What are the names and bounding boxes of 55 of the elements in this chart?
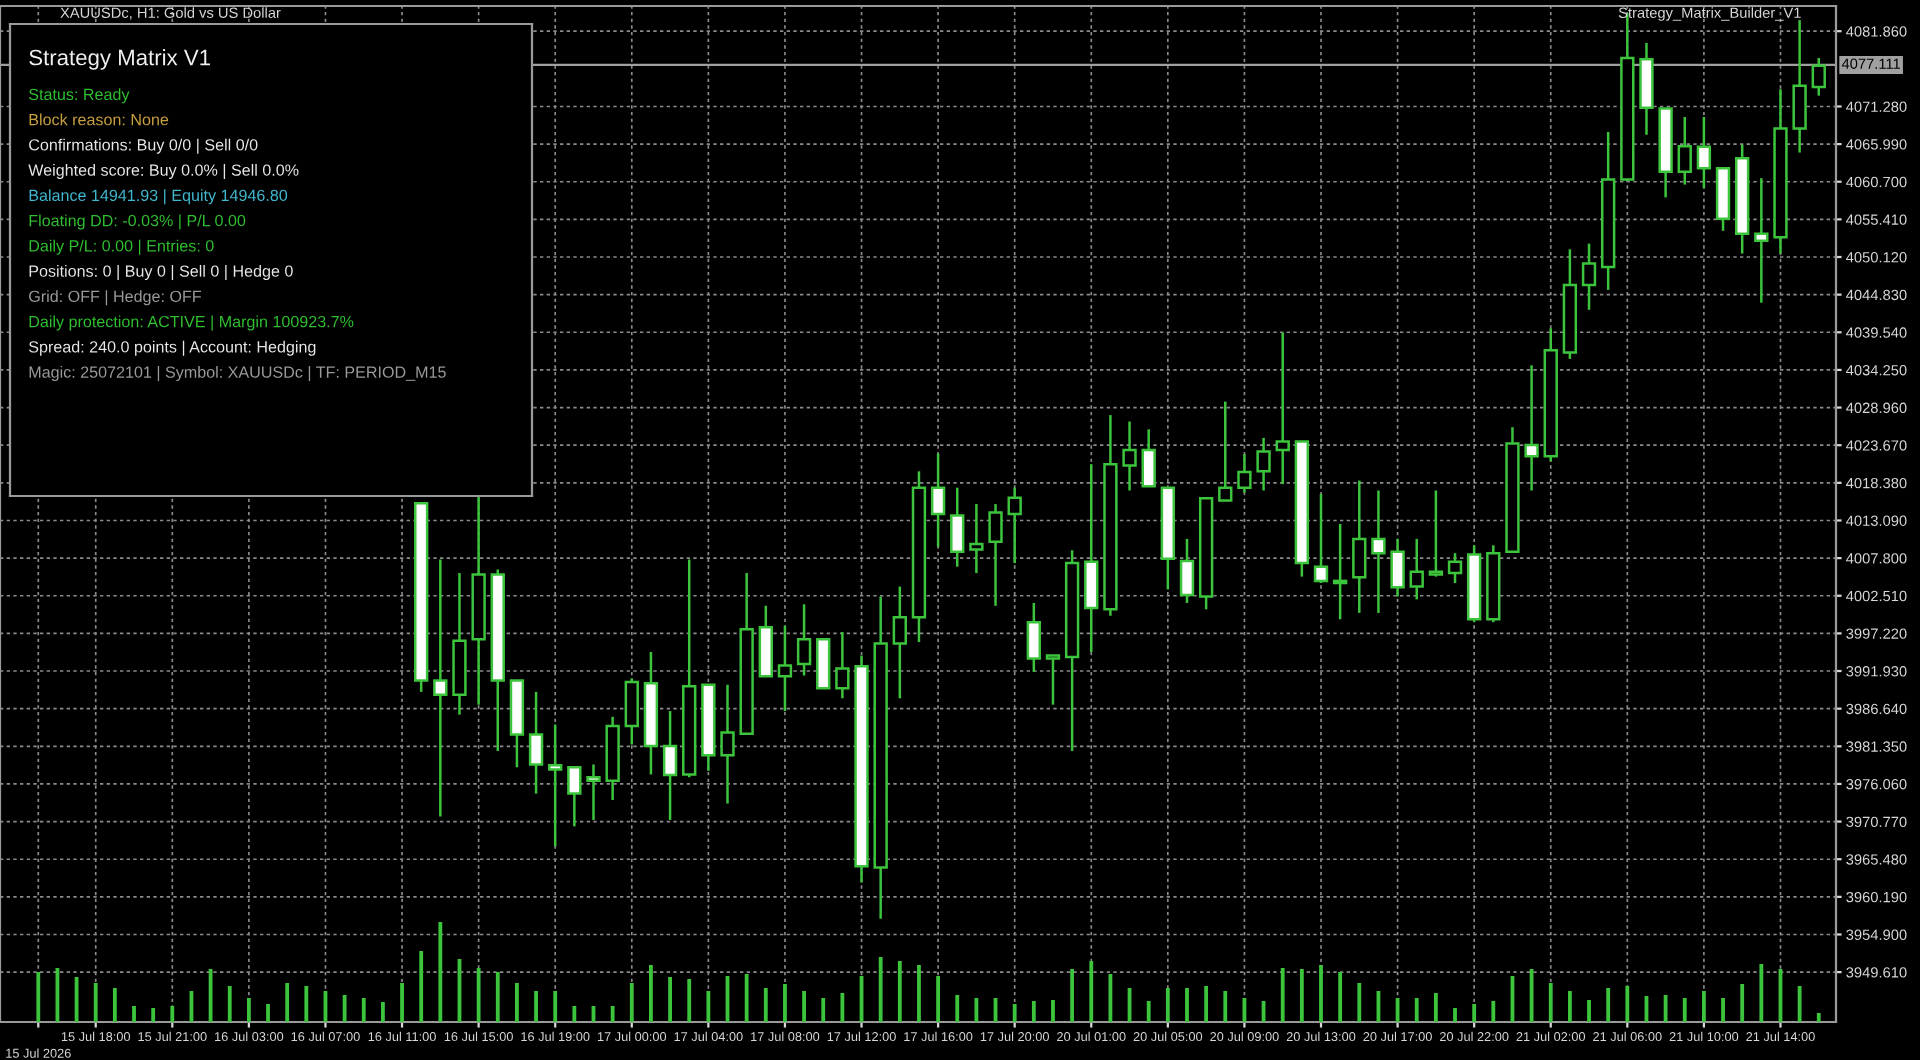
annotation: Floating DD: -0.03% | P/L 0.00 bbox=[29, 214, 246, 230]
candlestick bbox=[1677, 115, 1692, 186]
annotation: Balance 14941.93 | Equity 14946.80 bbox=[29, 189, 288, 205]
candlestick bbox=[1371, 489, 1386, 615]
candlestick bbox=[1218, 400, 1233, 502]
candlestick bbox=[624, 677, 639, 746]
candlestick bbox=[586, 763, 601, 822]
candlestick bbox=[1390, 537, 1405, 598]
candlestick bbox=[930, 452, 946, 548]
annotation: Spread: 240.0 points | Account: Hedging bbox=[29, 340, 316, 356]
candlestick bbox=[1237, 452, 1252, 494]
annotation: Block reason: None bbox=[29, 113, 169, 126]
annotation: Magic: 25072101 | Symbol: XAUUSDc | TF: PERIOD_M15 bbox=[29, 365, 446, 382]
candlestick bbox=[796, 603, 812, 677]
candlestick bbox=[528, 690, 544, 795]
candlestick bbox=[1141, 428, 1156, 488]
annotation: Daily P/L: 0.00 | Entries: 0 bbox=[29, 239, 214, 255]
candlestick bbox=[548, 723, 563, 848]
candlestick bbox=[1352, 479, 1367, 615]
candlestick bbox=[433, 558, 448, 818]
candlestick bbox=[1428, 489, 1444, 578]
candlestick bbox=[1524, 364, 1539, 492]
candlestick bbox=[892, 585, 907, 700]
candlestick bbox=[1045, 654, 1061, 706]
annotation: Status: Ready bbox=[29, 88, 130, 104]
annotation: Weighted score: Buy 0.0% | Sell 0.0% bbox=[28, 163, 299, 180]
candlestick bbox=[835, 630, 850, 700]
candlestick bbox=[1084, 462, 1099, 654]
candlestick bbox=[1313, 492, 1329, 585]
candlestick bbox=[1256, 436, 1271, 492]
candlestick bbox=[1696, 115, 1712, 190]
annotation: Daily protection: ACTIVE | Margin 100923.7% bbox=[29, 315, 354, 331]
candlestick bbox=[720, 683, 735, 805]
annotation: Grid: OFF | Hedge: OFF bbox=[29, 290, 202, 306]
candlestick bbox=[777, 624, 793, 713]
candlestick bbox=[1122, 420, 1137, 492]
annotation: Positions: 0 | Buy 0 | Sell 0 | Hedge 0 bbox=[29, 264, 293, 281]
candlestick bbox=[1792, 18, 1807, 154]
candlestick bbox=[1447, 551, 1463, 585]
candlestick bbox=[1007, 486, 1022, 565]
candlestick bbox=[1332, 522, 1348, 621]
candlestick bbox=[1811, 56, 1826, 97]
candlestick bbox=[567, 766, 582, 828]
candlestick bbox=[1275, 331, 1290, 486]
candlestick bbox=[1026, 601, 1042, 674]
candlestick bbox=[1179, 537, 1195, 605]
candlestick bbox=[1754, 176, 1769, 304]
candlestick bbox=[988, 502, 1003, 608]
annotation: Confirmations: Buy 0/0 | Sell 0/0 bbox=[29, 138, 258, 154]
candlestick bbox=[969, 502, 984, 575]
text: Strategy Matrix V1 bbox=[29, 49, 210, 70]
candlestick bbox=[950, 486, 965, 568]
candlestick bbox=[662, 709, 678, 822]
candlestick bbox=[1409, 537, 1424, 601]
candlestick bbox=[1581, 242, 1597, 312]
